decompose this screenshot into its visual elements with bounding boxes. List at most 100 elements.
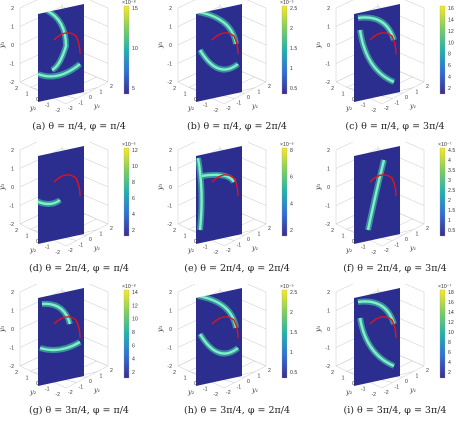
colorbar-tick: 14 bbox=[448, 310, 454, 316]
colorbar-tick: 2 bbox=[448, 198, 451, 204]
colorbar-tick: 0.5 bbox=[290, 86, 297, 92]
tick-y2: -1 bbox=[203, 245, 208, 251]
tick-y2: -2 bbox=[55, 392, 60, 398]
tick-y3: -2 bbox=[9, 222, 14, 228]
axis-label-y3: y₃ bbox=[158, 41, 164, 49]
tick-y1: -2 bbox=[68, 248, 73, 254]
tick-y2: 2 bbox=[331, 370, 334, 376]
caption-b: (b) θ = π/4, φ = 2π/4 bbox=[187, 121, 287, 132]
colorbar bbox=[123, 289, 130, 379]
axis-label-y2: y₂ bbox=[345, 388, 353, 396]
tick-y3: -2 bbox=[325, 222, 330, 228]
axis-label-y3: y₃ bbox=[0, 41, 6, 49]
tick-y2: 1 bbox=[184, 234, 187, 240]
red-arc bbox=[369, 32, 397, 55]
tick-y1: 1 bbox=[258, 90, 261, 96]
axis-label-y2: y₂ bbox=[187, 388, 195, 396]
caption-g: (g) θ = 3π/4, φ = π/4 bbox=[29, 405, 129, 416]
tick-y3: 1 bbox=[327, 25, 330, 31]
colorbar-tick: 12 bbox=[448, 320, 454, 326]
subfigure-f: 2 1 0 -1 -2 2 1 0 -1 -2 -2 -1 0 1 2 y₃ y₂ y₁ 4.5 4 3.5 3 2.5 2 1… bbox=[316, 142, 474, 284]
colorbar-tick: 0.5 bbox=[290, 370, 297, 376]
tick-y1: 2 bbox=[268, 84, 271, 90]
tick-y2: 0 bbox=[352, 97, 355, 103]
axis-label-y3: y₃ bbox=[0, 325, 6, 333]
colorbar-tick: 4 bbox=[132, 212, 135, 218]
colorbar-tick: 8 bbox=[448, 340, 451, 346]
tick-y1: -2 bbox=[226, 248, 231, 254]
axis-label-y3: y₃ bbox=[0, 183, 6, 191]
colorbar-exponent: ×10⁻⁸ bbox=[122, 284, 136, 290]
tick-y2: -2 bbox=[213, 108, 218, 114]
colorbar-tick: 15 bbox=[132, 6, 138, 12]
tick-y3: 2 bbox=[11, 6, 14, 12]
tick-y3: 2 bbox=[11, 290, 14, 296]
colorbar-tick: 2 bbox=[132, 228, 135, 234]
tick-y1: -1 bbox=[79, 385, 84, 391]
subfigure-i: 2 1 0 -1 -2 2 1 0 -1 -2 -2 -1 0 1 2 y₃ y₂ y₁ 18 16 14 12 10 8 6 4… bbox=[316, 284, 474, 426]
subfigure-e: 2 1 0 -1 -2 2 1 0 -1 -2 -2 -1 0 1 2 y₃ y₂ y₁ 8 6 4 2 ×10⁻⁶ (e) … bbox=[158, 142, 316, 284]
density-plane bbox=[38, 288, 84, 386]
tick-y3: -1 bbox=[325, 346, 330, 352]
colorbar bbox=[123, 5, 130, 95]
tick-y2: 0 bbox=[352, 381, 355, 387]
tick-y3: -2 bbox=[167, 80, 172, 86]
tick-y2: 0 bbox=[36, 381, 39, 387]
axis-label-y2: y₂ bbox=[29, 246, 37, 254]
colorbar-tick: 2.5 bbox=[448, 188, 455, 194]
tick-y2: -2 bbox=[371, 250, 376, 256]
tick-y1: 0 bbox=[247, 379, 250, 385]
colorbar-tick: 1.5 bbox=[290, 330, 297, 336]
tick-y2: -2 bbox=[213, 392, 218, 398]
tick-y1: -1 bbox=[395, 243, 400, 249]
tick-y3: -2 bbox=[9, 364, 14, 370]
colorbar-tick: 8 bbox=[290, 148, 293, 154]
tick-y1: 2 bbox=[110, 368, 113, 374]
density-plane bbox=[354, 146, 400, 244]
tick-y1: -1 bbox=[79, 243, 84, 249]
subfigure-c: 2 1 0 -1 -2 2 1 0 -1 -2 -2 -1 0 1 2 y₃ y₂ y₁ 16 14 12 10 8 6 4 2(… bbox=[316, 0, 474, 142]
colorbar-tick: 2 bbox=[448, 370, 451, 376]
colorbar-tick: 14 bbox=[132, 290, 138, 296]
colorbar-tick: 1.5 bbox=[290, 46, 297, 52]
colorbar-tick: 3.5 bbox=[448, 168, 455, 174]
colorbar-tick: 8 bbox=[448, 52, 451, 58]
red-arc bbox=[369, 174, 397, 197]
axis-label-y1: y₁ bbox=[409, 244, 416, 252]
colorbar-tick: 6 bbox=[132, 196, 135, 202]
tick-y1: 0 bbox=[247, 95, 250, 101]
tick-y2: 2 bbox=[15, 370, 18, 376]
tick-y1: -1 bbox=[237, 101, 242, 107]
axis-label-y3: y₃ bbox=[316, 183, 322, 191]
caption-e: (e) θ = 2π/4, φ = 2π/4 bbox=[184, 263, 290, 274]
tick-y3: 0 bbox=[327, 185, 330, 191]
tick-y2: 0 bbox=[36, 97, 39, 103]
tick-y2: -2 bbox=[213, 250, 218, 256]
tick-y1: -2 bbox=[226, 106, 231, 112]
tick-y2: 0 bbox=[194, 381, 197, 387]
colorbar-tick: 1 bbox=[448, 218, 451, 224]
tick-y3: 2 bbox=[327, 290, 330, 296]
tick-y1: -2 bbox=[384, 248, 389, 254]
tick-y3: 1 bbox=[11, 25, 14, 31]
tick-y3: 2 bbox=[11, 148, 14, 154]
tick-y2: 1 bbox=[26, 92, 29, 98]
tick-y1: 1 bbox=[416, 232, 419, 238]
tick-y1: 2 bbox=[268, 368, 271, 374]
axis-label-y3: y₃ bbox=[316, 41, 322, 49]
tick-y2: -1 bbox=[45, 245, 50, 251]
tick-y2: 1 bbox=[342, 234, 345, 240]
density-plane bbox=[354, 4, 400, 102]
colorbar-tick: 6 bbox=[448, 350, 451, 356]
caption-i: (i) θ = 3π/4, φ = 3π/4 bbox=[343, 405, 447, 416]
tick-y3: -2 bbox=[325, 80, 330, 86]
tick-y1: 2 bbox=[110, 226, 113, 232]
caption-a: (a) θ = π/4, φ = π/4 bbox=[32, 121, 126, 132]
tick-y1: 1 bbox=[258, 374, 261, 380]
tick-y3: 1 bbox=[11, 309, 14, 315]
